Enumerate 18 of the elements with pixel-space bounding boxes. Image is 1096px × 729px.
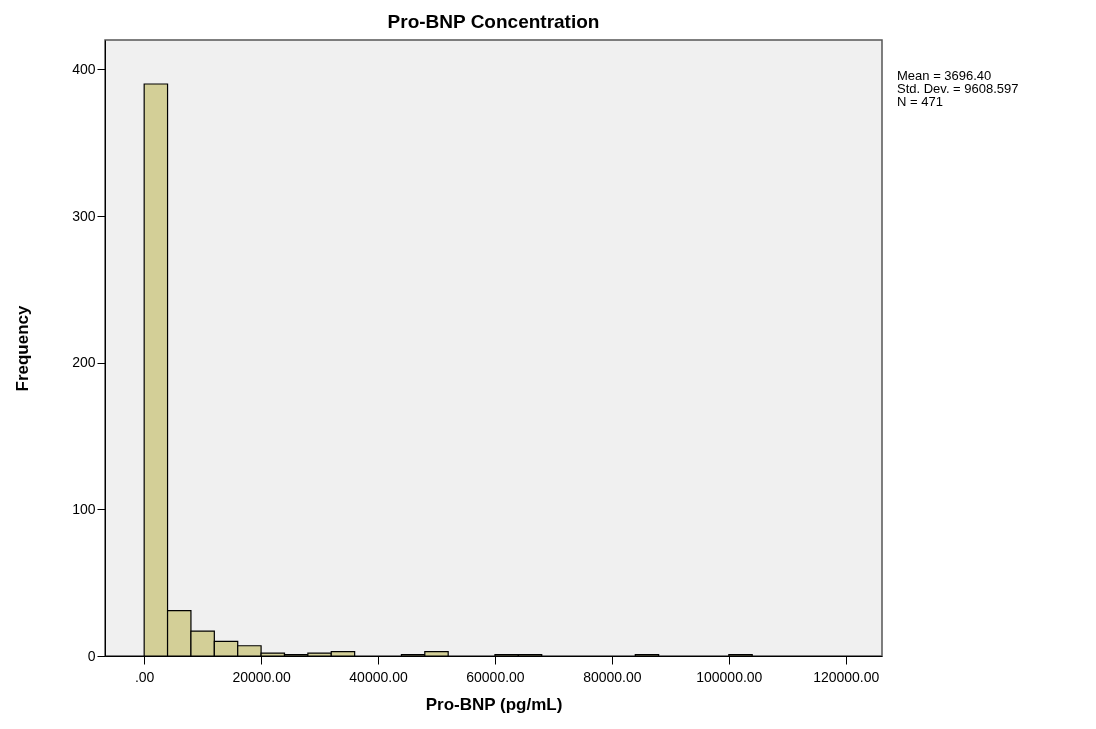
x-axis-title: Pro-BNP (pg/mL)	[425, 694, 563, 714]
y-tick-label: 300	[72, 207, 96, 224]
x-tick-label: 120000.00	[813, 668, 880, 685]
y-axis-title: Frequency	[13, 304, 33, 392]
text: Mean = 3696.40	[897, 68, 993, 83]
text: Std. Dev. = 9608.597	[897, 81, 1019, 96]
y-tick-label: 200	[72, 354, 96, 371]
y-tick-label: 0	[87, 647, 96, 664]
x-tick-label: 20000.00	[232, 668, 291, 685]
x-tick-label: 100000.00	[696, 668, 763, 685]
x-tick-label: .00	[134, 668, 155, 685]
y-tick-label: 400	[72, 60, 96, 77]
x-tick-label: 80000.00	[583, 668, 642, 685]
y-tick-label: 100	[72, 500, 96, 517]
x-tick-label: 40000.00	[349, 668, 408, 685]
x-tick-label: 60000.00	[466, 668, 525, 685]
text: N = 471	[897, 94, 944, 109]
chart-title: Pro-BNP Concentration	[387, 11, 600, 32]
